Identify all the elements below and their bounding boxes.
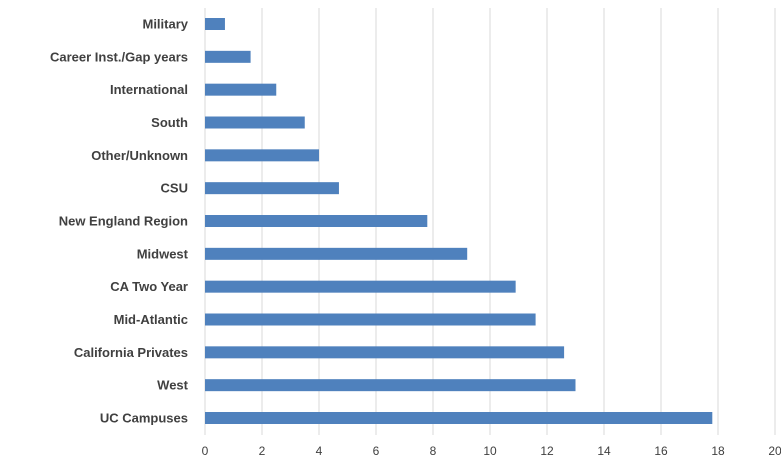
category-label: New England Region xyxy=(59,214,188,229)
category-label: International xyxy=(110,82,188,97)
x-tick-label: 4 xyxy=(316,444,323,458)
x-tick-label: 10 xyxy=(483,444,497,458)
bar xyxy=(205,182,339,195)
x-tick-label: 18 xyxy=(711,444,725,458)
bar xyxy=(205,18,225,30)
bar xyxy=(205,412,713,424)
bars xyxy=(205,18,713,424)
bar xyxy=(205,346,565,359)
bar xyxy=(205,313,536,326)
category-label: CA Two Year xyxy=(110,279,188,294)
category-label: South xyxy=(151,115,188,130)
x-tick-label: 14 xyxy=(597,444,611,458)
bar xyxy=(205,50,251,63)
category-label: Midwest xyxy=(137,246,189,261)
category-label: West xyxy=(157,378,188,393)
category-label: CSU xyxy=(161,181,188,196)
category-label: UC Campuses xyxy=(100,411,188,426)
gridlines xyxy=(204,8,776,435)
bar xyxy=(205,116,305,129)
bar xyxy=(205,280,516,293)
category-labels: Military Career Inst./Gap years Internatio… xyxy=(50,17,189,426)
x-tick-label: 2 xyxy=(259,444,266,458)
x-tick-label: 16 xyxy=(654,444,668,458)
x-tick-label: 6 xyxy=(373,444,380,458)
bar xyxy=(205,83,277,96)
x-tick-label: 8 xyxy=(430,444,437,458)
category-label: Military xyxy=(142,17,188,32)
bar xyxy=(205,379,576,392)
bar xyxy=(205,149,319,162)
category-label: Career Inst./Gap years xyxy=(50,49,188,64)
category-label: California Privates xyxy=(74,345,188,360)
bar xyxy=(205,247,468,260)
category-label: Mid-Atlantic xyxy=(114,312,188,327)
x-tick-label: 20 xyxy=(768,444,781,458)
category-label: Other/Unknown xyxy=(91,148,188,163)
bar xyxy=(205,215,428,227)
x-tick-labels: 0 2 4 6 8 10 12 14 16 18 20 xyxy=(202,444,781,458)
x-tick-label: 12 xyxy=(540,444,554,458)
x-tick-label: 0 xyxy=(202,444,209,458)
